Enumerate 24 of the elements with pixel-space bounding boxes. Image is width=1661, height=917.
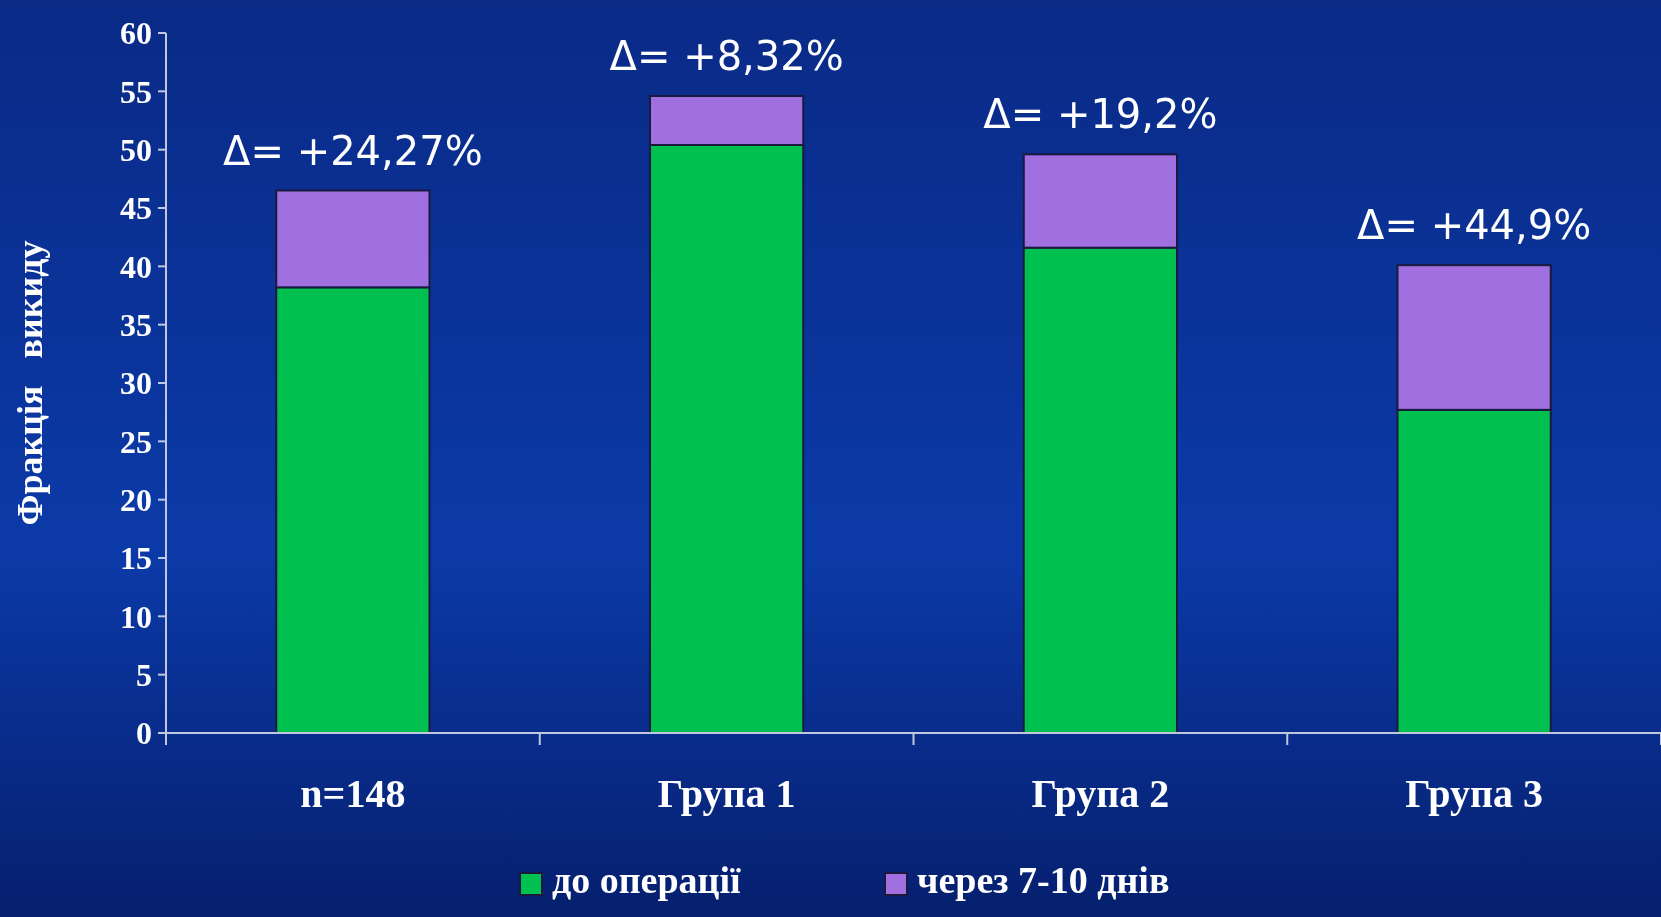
y-tick-label: 10: [120, 598, 152, 635]
annotation: Δ= +44,9%: [1357, 202, 1592, 249]
y-tick-label: 5: [136, 656, 152, 693]
y-tick-label: 60: [120, 15, 152, 52]
x-tick-label: Група 3: [1405, 771, 1543, 816]
annotation: Δ= +24,27%: [223, 127, 483, 174]
y-tick-label: 0: [136, 715, 152, 752]
y-tick-label: 40: [120, 248, 152, 285]
annotation: Δ= +8,32%: [609, 33, 844, 79]
x-tick-label: Група 1: [657, 771, 796, 816]
y-tick-label: 20: [120, 481, 152, 518]
y-axis-title: Фракція викиду: [10, 240, 50, 526]
annotation: Δ= +19,2%: [983, 91, 1218, 138]
y-tick-label: 35: [120, 306, 152, 343]
y-tick-label: 50: [120, 131, 152, 168]
y-tick-label: 25: [120, 423, 152, 460]
legend-label: через 7-10 днів: [917, 859, 1170, 901]
y-tick-label: 45: [120, 190, 152, 227]
x-tick-label: Група 2: [1031, 771, 1170, 816]
legend-label: до операції: [552, 859, 742, 901]
y-tick-label: 30: [120, 365, 152, 402]
y-tick-label: 55: [120, 73, 152, 110]
x-tick-label: n=148: [300, 771, 406, 816]
y-tick-label: 15: [120, 540, 152, 577]
